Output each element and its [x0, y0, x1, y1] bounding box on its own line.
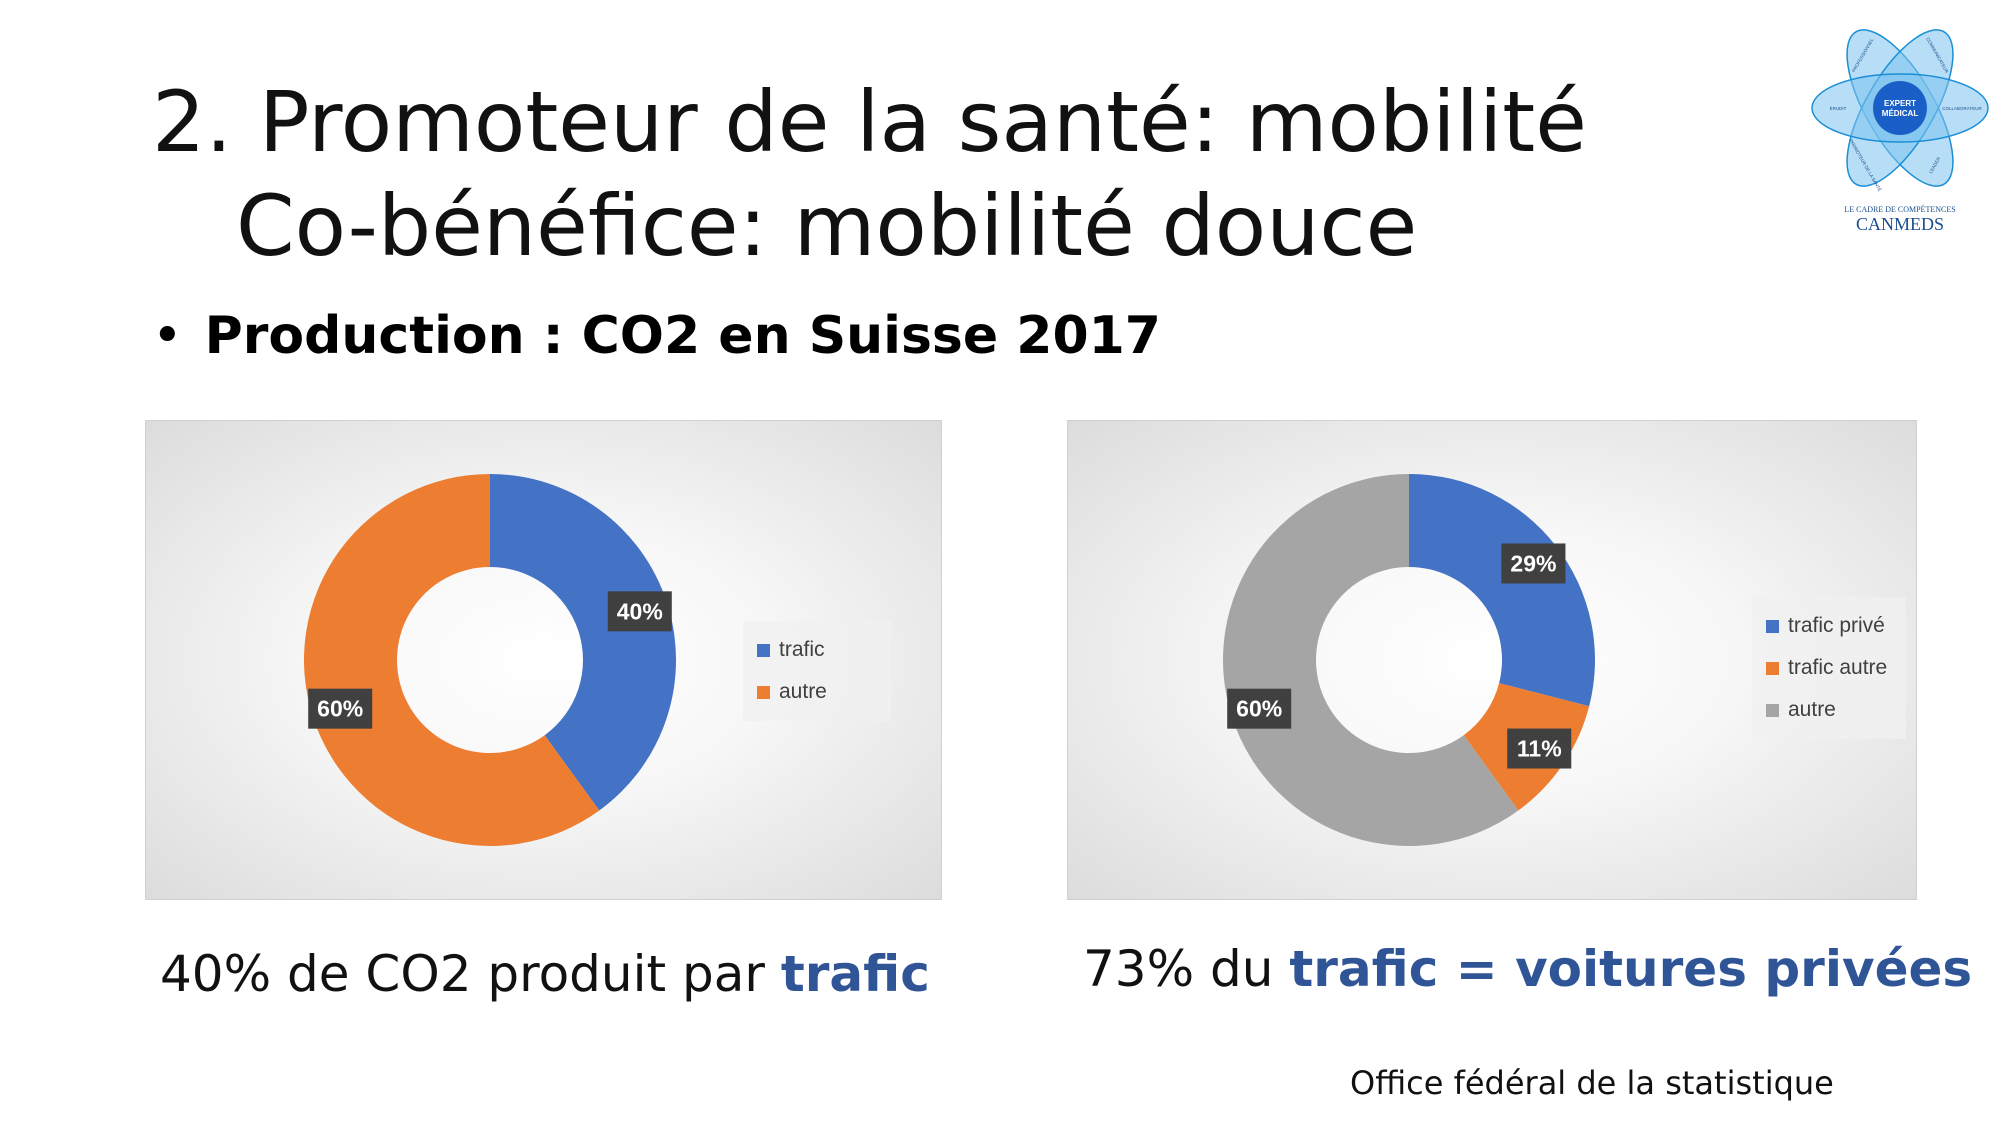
canmeds-logo: EXPERT MÉDICAL PROFESSIONNEL COMMUNICATE…	[1811, 29, 1989, 234]
logo-center	[1873, 81, 1927, 135]
bullet-marker: •	[152, 306, 183, 366]
legend-label: autre	[779, 680, 827, 703]
donut-slice-autre	[1223, 474, 1519, 846]
logo-center-line-2: MÉDICAL	[1882, 109, 1919, 118]
data-label-text: 60%	[1236, 696, 1282, 722]
caption-right-prefix: 73% du	[1083, 940, 1290, 998]
source-credit: Office fédéral de la statistique	[1350, 1064, 1834, 1102]
caption-right-highlight: trafic = voitures privées	[1289, 940, 1973, 998]
chart-1-legend: trafic autre	[743, 621, 891, 721]
data-label: 60%	[1227, 688, 1292, 729]
legend-label: trafic privé	[1788, 614, 1885, 637]
legend-swatch	[1766, 703, 1779, 717]
slide-title: 2. Promoteur de la santé: mobilité Co-bé…	[152, 70, 1587, 278]
logo-subtitle: LE CADRE DE COMPÉTENCES	[1844, 204, 1955, 214]
donut-chart-2: 29% 11% 60%	[1223, 474, 1595, 846]
title-line-2: Co-bénéfice: mobilité douce	[236, 177, 1418, 275]
title-line-1: 2. Promoteur de la santé: mobilité	[152, 73, 1587, 171]
legend-item: trafic	[757, 629, 877, 671]
data-label: 11%	[1507, 728, 1572, 769]
chart-panel-1: 40% 60% trafic autre	[145, 420, 942, 900]
legend-label: trafic autre	[1788, 656, 1888, 679]
data-label-box	[1507, 728, 1572, 769]
data-label: 29%	[1501, 543, 1566, 584]
data-label-box	[1501, 543, 1566, 584]
caption-right: 73% du trafic = voitures privées	[1083, 940, 1972, 998]
legend-item: autre	[757, 671, 877, 713]
data-label-text: 29%	[1510, 550, 1556, 576]
logo-petal-label: COLLABORATEUR	[1942, 106, 1982, 111]
data-label-box	[308, 688, 373, 729]
data-label: 60%	[308, 688, 373, 729]
donut-slice-trafic	[490, 474, 677, 811]
legend-swatch	[757, 685, 770, 699]
legend-swatch	[1766, 661, 1779, 675]
bullet-text: Production : CO2 en Suisse 2017	[204, 306, 1161, 366]
chart-panel-2: 29% 11% 60% trafic privé trafic autre autre	[1067, 420, 1917, 900]
data-label-text: 40%	[617, 598, 663, 624]
legend-swatch	[757, 643, 770, 657]
caption-left-prefix: 40% de CO2 produit par	[160, 945, 781, 1003]
legend-item: autre	[1766, 689, 1892, 731]
legend-swatch	[1766, 619, 1779, 633]
donut-slice-trafic-privé	[1409, 474, 1595, 707]
legend-item: trafic privé	[1766, 605, 1892, 647]
caption-left-highlight: trafic	[780, 945, 930, 1003]
donut-chart-1: 40% 60%	[304, 474, 677, 846]
legend-label: autre	[1788, 698, 1836, 721]
bullet-point: • Production : CO2 en Suisse 2017	[152, 306, 1161, 366]
data-label-box	[607, 591, 672, 632]
logo-brand: CANMEDS	[1856, 214, 1944, 234]
logo-center-line-1: EXPERT	[1884, 99, 1916, 108]
legend-item: trafic autre	[1766, 647, 1892, 689]
donut-slice-autre	[304, 474, 600, 846]
legend-label: trafic	[779, 638, 825, 661]
data-label-box	[1227, 688, 1292, 729]
data-label-text: 60%	[317, 696, 363, 722]
data-label: 40%	[607, 591, 672, 632]
caption-left: 40% de CO2 produit par trafic	[160, 945, 930, 1003]
data-label-text: 11%	[1517, 736, 1562, 762]
chart-2-legend: trafic privé trafic autre autre	[1752, 597, 1906, 739]
logo-petal-label: ÉRUDIT	[1830, 105, 1847, 111]
logo-flower: EXPERT MÉDICAL PROFESSIONNEL COMMUNICATE…	[1811, 29, 1989, 192]
